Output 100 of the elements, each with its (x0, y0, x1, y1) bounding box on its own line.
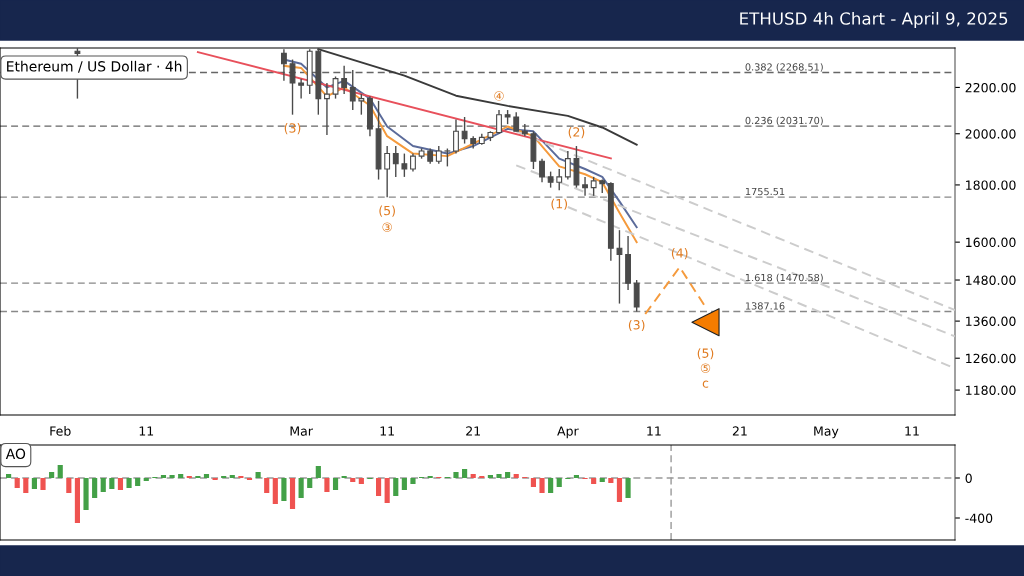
ref-line-label: 0.236 (2031.70) (745, 116, 823, 126)
candlestick (341, 65, 348, 95)
x-tick-label: 11 (647, 426, 661, 436)
bar (23, 478, 29, 493)
candlestick (461, 116, 468, 145)
annotation: (4) (671, 248, 688, 260)
candlestick (633, 279, 640, 313)
bar (40, 478, 46, 490)
annotation: (3) (284, 123, 301, 135)
bar (126, 478, 132, 488)
bar (530, 478, 536, 487)
y-tick-label: 1480.00 (966, 275, 1016, 285)
candlestick (280, 48, 287, 82)
bar (324, 478, 330, 492)
bar (393, 478, 399, 496)
bar (591, 478, 597, 484)
ref-line-label: 0.382 (2268.51) (745, 63, 823, 72)
bar (513, 474, 519, 478)
candlestick (410, 152, 416, 173)
bar (384, 478, 390, 503)
bar (375, 478, 382, 496)
bar (496, 474, 502, 478)
bar (203, 474, 210, 478)
line-series (317, 48, 638, 146)
candlestick (324, 82, 330, 136)
bar (453, 472, 459, 478)
bar (31, 478, 37, 489)
bar (462, 469, 468, 478)
bar (49, 472, 55, 478)
annotation: (5) (379, 205, 395, 217)
ref-line-label: 1.618 (1470.58) (745, 273, 823, 283)
x-tick-label: 11 (139, 426, 154, 436)
bar (307, 478, 313, 488)
annotation: ④ (494, 91, 504, 101)
bar (573, 475, 580, 478)
annotation: Ethereum / US Dollar · 4h (7, 60, 182, 73)
candlestick (582, 176, 588, 197)
bar (66, 478, 72, 493)
bar (289, 478, 296, 509)
y-tick-label: 0 (965, 473, 972, 483)
bar (470, 474, 476, 478)
bar (83, 478, 89, 510)
bar (315, 466, 321, 478)
bar (350, 478, 356, 482)
ref-line-label: 1755.51 (745, 187, 785, 196)
bar (281, 478, 287, 501)
annotation: ③ (382, 222, 392, 232)
candlestick (521, 123, 528, 137)
annotation: AO (5, 448, 26, 460)
x-tick-label: Feb (50, 426, 71, 436)
x-tick-label: 11 (380, 426, 394, 436)
bar (92, 478, 98, 498)
bar (539, 478, 545, 493)
x-tick-label: Apr (557, 426, 579, 439)
bar (487, 475, 493, 478)
x-tick-label: Mar (290, 426, 313, 436)
bar (264, 478, 270, 493)
bar (57, 465, 63, 478)
bar (332, 478, 339, 490)
y-tick-label: 1600.00 (966, 237, 1016, 248)
candlestick (453, 118, 459, 155)
bar (599, 478, 605, 482)
y-tick-label: -400 (965, 513, 993, 523)
candlestick (358, 93, 365, 116)
x-tick-label: May (814, 426, 839, 439)
candlestick (332, 75, 339, 100)
candlestick (349, 69, 356, 111)
candlestick (616, 229, 623, 305)
bar (178, 474, 184, 478)
bar (625, 478, 631, 498)
ref-line-label: 1387.16 (745, 302, 785, 310)
x-tick-label: 11 (905, 426, 919, 436)
y-tick-label: 1360.00 (966, 316, 1016, 327)
candlestick (590, 176, 597, 197)
bar (135, 478, 141, 486)
bar (548, 478, 554, 493)
bar (6, 474, 12, 478)
bar (117, 478, 124, 490)
candlestick (384, 145, 391, 198)
candlestick (496, 109, 502, 135)
bar (160, 475, 167, 478)
bar (556, 478, 562, 487)
bar (272, 478, 278, 504)
candlestick (392, 145, 399, 178)
candlestick (289, 58, 296, 116)
candlestick (401, 152, 408, 178)
candlestick (539, 157, 545, 183)
bar (74, 478, 81, 523)
y-tick-label: 1800.00 (966, 180, 1016, 190)
bar (505, 472, 511, 478)
annotation: (1) (551, 198, 568, 210)
candlestick (513, 111, 520, 133)
bar (410, 478, 416, 484)
y-tick-label: 1260.00 (966, 353, 1016, 364)
candlestick (556, 168, 563, 192)
bar (255, 472, 261, 478)
x-tick-label: 21 (466, 426, 480, 436)
bar (298, 478, 304, 498)
y-tick-label: 1180.00 (966, 385, 1016, 396)
bar (143, 478, 149, 481)
